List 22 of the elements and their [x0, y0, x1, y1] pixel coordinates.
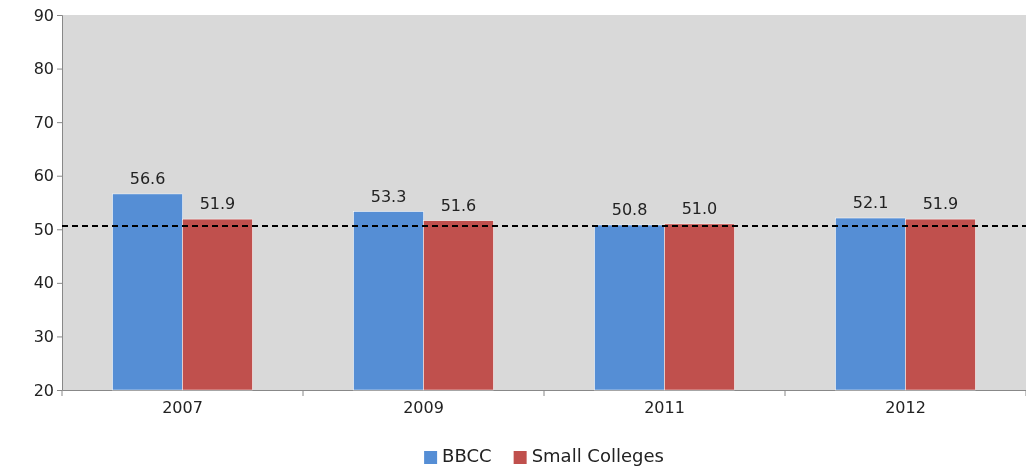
x-tick-label: 2012: [885, 398, 926, 418]
legend-label: Small Colleges: [531, 445, 664, 466]
y-tick-label: 40: [33, 273, 54, 293]
legend-label: BBCC: [442, 445, 492, 466]
x-tick-label: 2009: [403, 398, 444, 418]
data-label: 51.9: [922, 194, 959, 214]
data-label: 56.6: [129, 168, 166, 188]
y-tick-label: 60: [33, 166, 54, 186]
y-tick-label: 70: [33, 112, 54, 132]
data-label: 51.9: [199, 194, 236, 214]
y-tick-label: 80: [33, 59, 54, 79]
y-tick-label: 20: [33, 380, 54, 400]
data-label: 53.3: [370, 186, 407, 206]
data-label: 50.8: [611, 200, 648, 219]
data-label: 51.6: [440, 195, 477, 215]
y-tick-label: 90: [33, 5, 54, 25]
data-label: 51.0: [681, 198, 718, 218]
y-tick-label: 50: [33, 219, 54, 239]
data-label: 52.1: [852, 193, 889, 213]
x-tick-label: 2007: [162, 398, 203, 418]
y-tick-label: 30: [33, 327, 54, 347]
x-tick-label: 2011: [644, 398, 685, 418]
